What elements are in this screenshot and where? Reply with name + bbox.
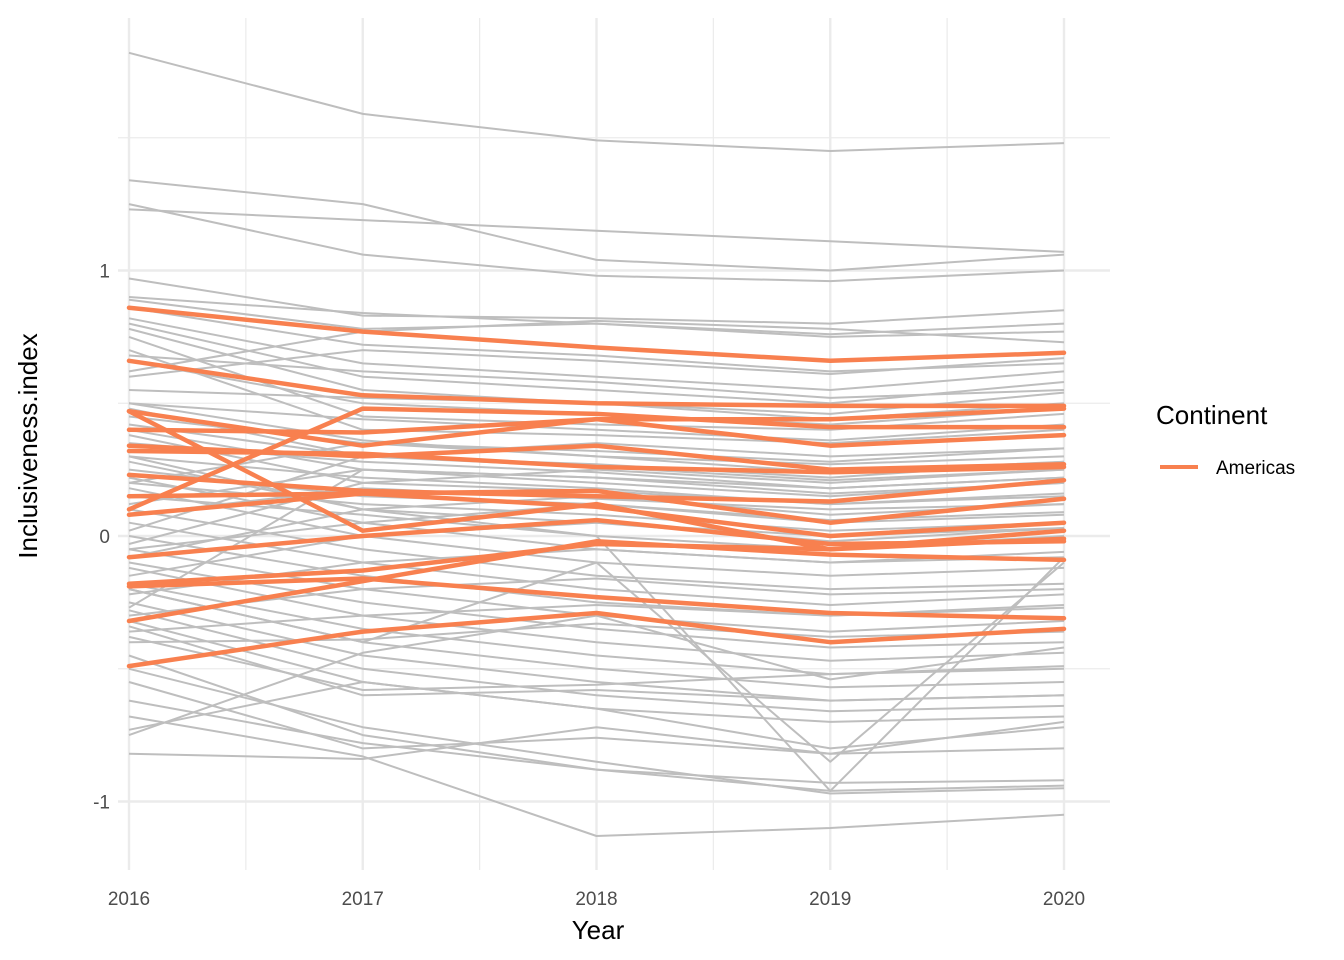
- background-series-line: [128, 699, 1065, 784]
- background-series-line: [128, 487, 1065, 516]
- background-series-line: [128, 667, 1065, 795]
- background-series-line: [128, 681, 1065, 755]
- background-series-line: [128, 635, 1065, 691]
- americas-series-line: [126, 472, 1067, 504]
- americas-series-line: [126, 536, 1067, 587]
- background-series-line: [128, 468, 1065, 545]
- americas-series-line: [126, 305, 1067, 364]
- americas-series-line: [126, 576, 1067, 621]
- legend: Continent Americas: [1156, 400, 1295, 479]
- background-series-line: [128, 468, 1065, 609]
- background-series-line: [128, 208, 1065, 253]
- background-series-line: [128, 622, 1065, 644]
- background-series-line: [128, 561, 1065, 763]
- americas-series-line: [126, 448, 1067, 475]
- background-series-line: [128, 319, 1065, 373]
- background-series-line: [128, 455, 1065, 506]
- background-series-line: [128, 277, 1065, 325]
- background-series-line: [128, 566, 1065, 662]
- americas-series-line: [126, 416, 1067, 448]
- americas-series-line: [126, 491, 1067, 539]
- x-tick-label: 2016: [108, 889, 150, 910]
- background-series-line: [128, 508, 1065, 591]
- background-series-line: [128, 296, 1065, 338]
- background-series-line: [128, 203, 1065, 283]
- background-series-line: [128, 442, 1065, 484]
- background-series-line: [128, 179, 1065, 272]
- background-series-line: [128, 349, 1065, 378]
- americas-series-line: [126, 517, 1067, 560]
- americas-series-line: [126, 539, 1067, 624]
- y-tick-label: 0: [99, 527, 110, 548]
- background-series-line: [128, 614, 1065, 737]
- americas-series-line: [126, 488, 1067, 525]
- y-tick-label: -1: [93, 793, 110, 814]
- x-axis-title: Year: [572, 915, 625, 945]
- background-series-line: [128, 715, 1065, 837]
- x-tick-label: 2018: [575, 889, 617, 910]
- background-series-line: [128, 442, 1065, 532]
- x-axis-ticks: 2016 2017 2018 2019 2020: [108, 889, 1085, 910]
- background-series-line: [128, 51, 1065, 152]
- y-axis-title: Inclusiveness.index: [13, 333, 43, 558]
- x-tick-label: 2019: [809, 889, 851, 910]
- background-series-line: [128, 402, 1065, 442]
- americas-series-line: [126, 406, 1067, 512]
- background-series-line: [128, 609, 1065, 713]
- y-tick-label: 1: [99, 262, 110, 283]
- background-series-line: [128, 681, 1065, 750]
- y-axis-ticks: -1 0 1: [93, 262, 110, 814]
- x-tick-label: 2017: [342, 889, 384, 910]
- x-tick-label: 2020: [1043, 889, 1085, 910]
- background-series-line: [128, 317, 1065, 391]
- legend-label-americas: Americas: [1216, 458, 1295, 479]
- background-series-line: [128, 561, 1065, 649]
- legend-title: Continent: [1156, 400, 1268, 430]
- americas-series-group: [126, 305, 1067, 669]
- americas-series-line: [126, 358, 1067, 409]
- americas-series-line: [126, 610, 1067, 669]
- background-series-line: [128, 720, 1065, 760]
- background-series-line: [128, 577, 1065, 617]
- background-series-line: [128, 349, 1065, 445]
- background-series-line: [128, 354, 1065, 399]
